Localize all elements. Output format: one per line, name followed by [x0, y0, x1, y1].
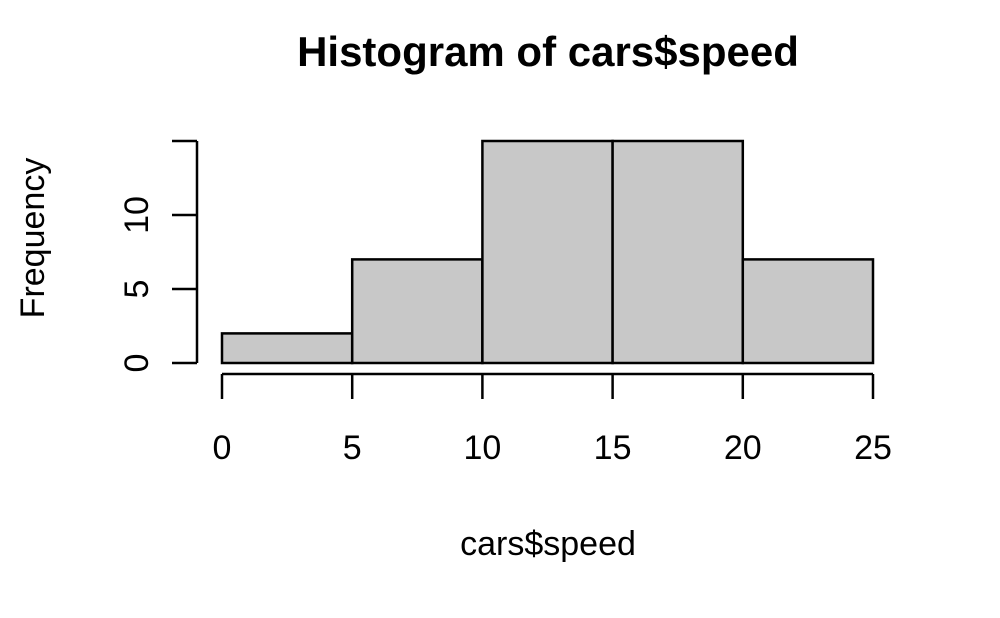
histogram-bar — [220, 332, 354, 365]
x-tick-label: 0 — [213, 429, 232, 467]
chart-title: Histogram of cars$speed — [297, 28, 799, 75]
bars-group — [220, 139, 875, 365]
y-axis: 0 5 10 — [118, 139, 199, 373]
histogram-bar — [741, 258, 875, 365]
x-tick-label: 10 — [463, 429, 501, 467]
y-tick-label: 5 — [118, 280, 156, 299]
x-axis-label: cars$speed — [460, 525, 636, 563]
y-tick-label: 10 — [118, 196, 156, 234]
x-tick-label: 25 — [854, 429, 892, 467]
x-tick-label: 20 — [724, 429, 762, 467]
y-axis-label: Frequency — [14, 158, 52, 319]
y-tick-label: 0 — [118, 354, 156, 373]
x-axis: 0 5 10 15 20 25 — [213, 372, 892, 467]
x-tick-label: 15 — [594, 429, 632, 467]
histogram-bar — [611, 139, 745, 365]
histogram-bar — [481, 139, 614, 365]
x-tick-label: 5 — [343, 429, 362, 467]
histogram-bar — [350, 258, 484, 365]
